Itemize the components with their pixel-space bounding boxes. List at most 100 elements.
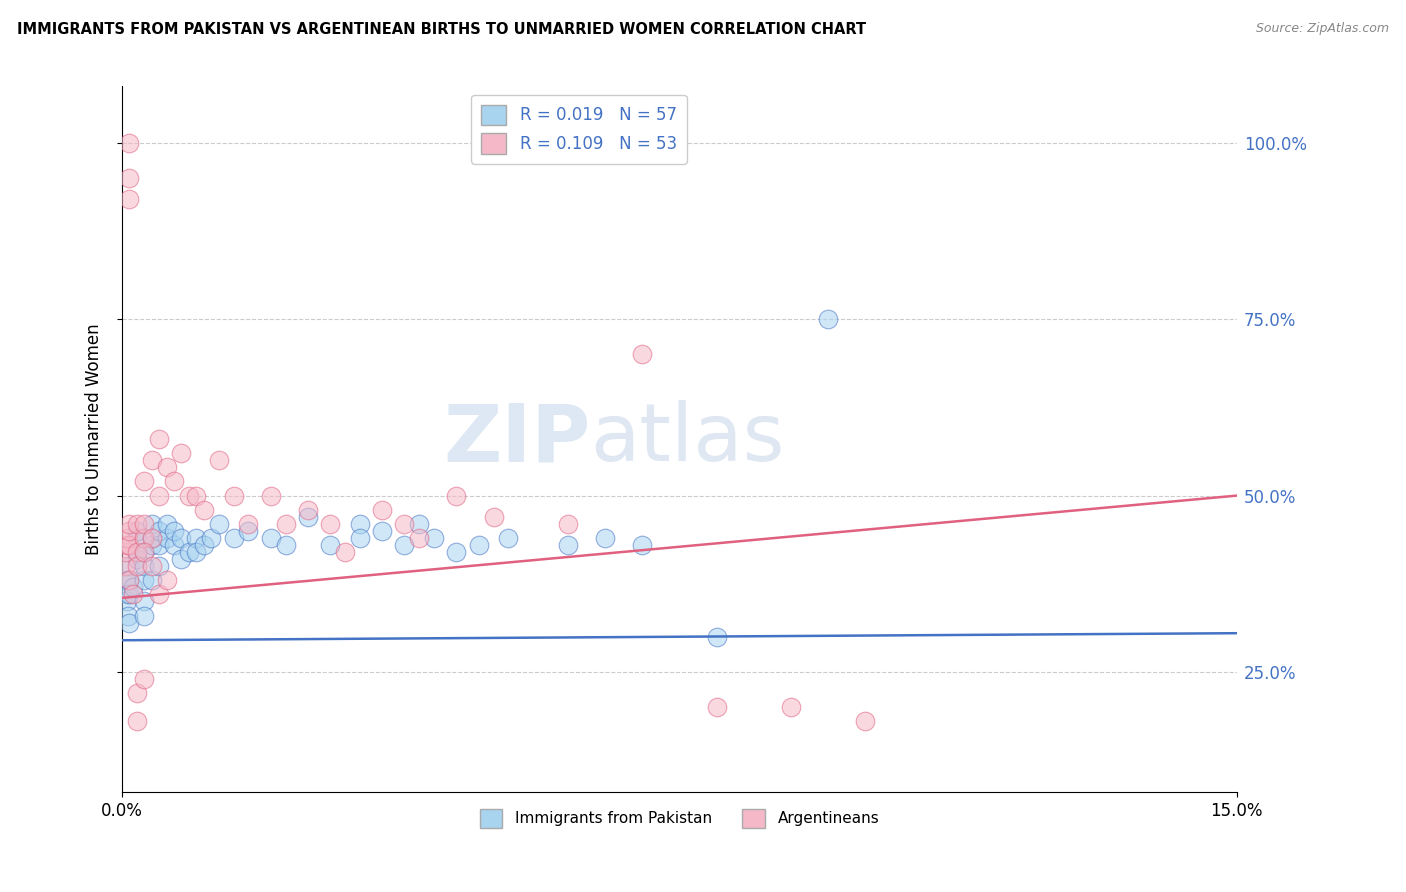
Text: IMMIGRANTS FROM PAKISTAN VS ARGENTINEAN BIRTHS TO UNMARRIED WOMEN CORRELATION CH: IMMIGRANTS FROM PAKISTAN VS ARGENTINEAN … — [17, 22, 866, 37]
Point — [156, 460, 179, 475]
Point — [297, 502, 319, 516]
Point — [297, 509, 319, 524]
Point — [141, 453, 163, 467]
Point — [163, 538, 186, 552]
Point — [817, 312, 839, 326]
Point — [134, 475, 156, 489]
Point — [482, 509, 505, 524]
Point — [446, 489, 468, 503]
Point — [118, 559, 141, 574]
Point — [125, 559, 148, 574]
Point — [186, 545, 208, 559]
Point — [125, 531, 148, 545]
Y-axis label: Births to Unmarried Women: Births to Unmarried Women — [86, 323, 103, 555]
Point — [134, 545, 156, 559]
Point — [853, 714, 876, 729]
Point — [177, 545, 200, 559]
Point — [141, 516, 163, 531]
Point — [156, 574, 179, 588]
Point — [115, 587, 138, 601]
Point — [134, 608, 156, 623]
Point — [408, 531, 430, 545]
Point — [141, 531, 163, 545]
Point — [134, 594, 156, 608]
Point — [371, 502, 394, 516]
Point — [394, 538, 416, 552]
Point — [274, 538, 297, 552]
Point — [125, 516, 148, 531]
Point — [208, 516, 231, 531]
Point — [779, 700, 801, 714]
Point — [118, 615, 141, 630]
Point — [498, 531, 520, 545]
Point — [122, 580, 145, 594]
Point — [260, 531, 283, 545]
Point — [349, 516, 371, 531]
Point — [170, 552, 193, 566]
Point — [148, 559, 170, 574]
Point — [141, 531, 163, 545]
Point — [208, 453, 231, 467]
Point — [125, 545, 148, 559]
Point — [408, 516, 430, 531]
Point — [631, 538, 654, 552]
Point — [557, 516, 579, 531]
Point — [319, 538, 342, 552]
Point — [423, 531, 446, 545]
Point — [222, 489, 245, 503]
Point — [148, 538, 170, 552]
Point — [593, 531, 616, 545]
Point — [238, 524, 260, 538]
Point — [117, 608, 139, 623]
Point — [118, 192, 141, 206]
Point — [134, 516, 156, 531]
Point — [115, 538, 138, 552]
Point — [193, 538, 215, 552]
Point — [163, 475, 186, 489]
Point — [156, 531, 179, 545]
Point — [371, 524, 394, 538]
Point — [125, 714, 148, 729]
Point — [118, 574, 141, 588]
Point — [170, 446, 193, 460]
Point — [193, 502, 215, 516]
Point — [117, 531, 139, 545]
Point — [134, 545, 156, 559]
Text: ZIP: ZIP — [443, 401, 591, 478]
Point — [148, 432, 170, 446]
Point — [134, 574, 156, 588]
Point — [118, 587, 141, 601]
Point — [122, 587, 145, 601]
Point — [117, 594, 139, 608]
Point — [118, 524, 141, 538]
Point — [333, 545, 356, 559]
Point — [125, 545, 148, 559]
Point — [148, 489, 170, 503]
Point — [467, 538, 489, 552]
Point — [125, 524, 148, 538]
Point — [141, 538, 163, 552]
Point — [148, 587, 170, 601]
Point — [118, 574, 141, 588]
Point — [141, 559, 163, 574]
Point — [186, 489, 208, 503]
Point — [186, 531, 208, 545]
Point — [706, 630, 728, 644]
Point — [118, 171, 141, 186]
Point — [156, 516, 179, 531]
Point — [141, 574, 163, 588]
Point — [260, 489, 283, 503]
Text: Source: ZipAtlas.com: Source: ZipAtlas.com — [1256, 22, 1389, 36]
Point — [238, 516, 260, 531]
Point — [114, 574, 136, 588]
Point — [319, 516, 342, 531]
Text: atlas: atlas — [591, 401, 785, 478]
Point — [446, 545, 468, 559]
Point — [134, 559, 156, 574]
Point — [200, 531, 222, 545]
Point — [134, 672, 156, 686]
Point — [557, 538, 579, 552]
Point — [114, 545, 136, 559]
Point — [118, 516, 141, 531]
Point — [163, 524, 186, 538]
